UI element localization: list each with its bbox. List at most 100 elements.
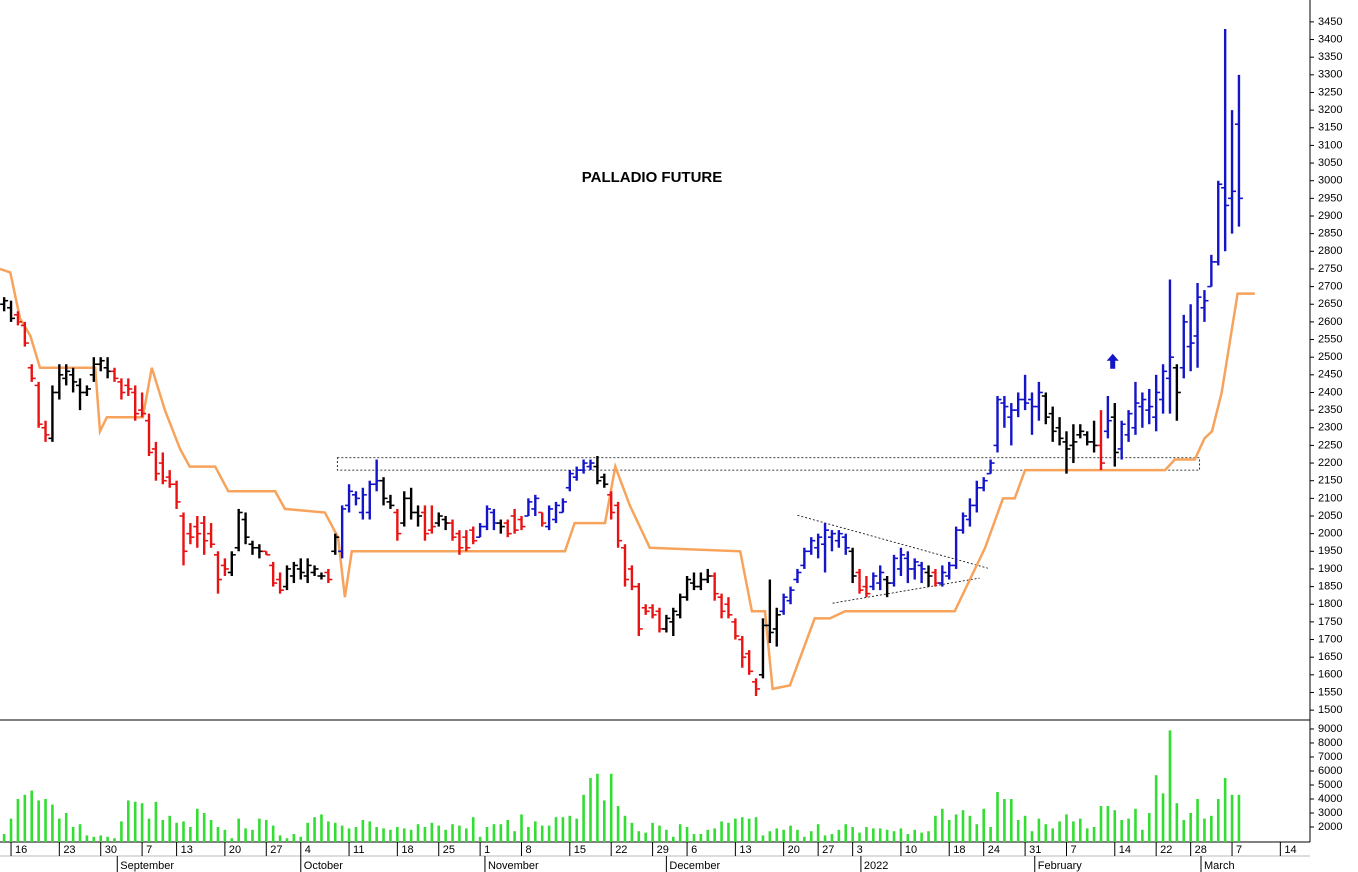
volume-bar bbox=[540, 825, 544, 842]
volume-bar bbox=[1099, 806, 1103, 842]
volume-bar bbox=[547, 825, 551, 842]
volume-bar bbox=[865, 827, 868, 842]
chart-title: PALLADIO FUTURE bbox=[582, 169, 723, 186]
x-tick-label: 18 bbox=[953, 844, 965, 856]
y-tick-label: 2200 bbox=[1318, 457, 1342, 469]
volume-bar bbox=[589, 777, 592, 842]
volume-bar bbox=[30, 790, 34, 842]
x-tick-label: 7 bbox=[1070, 844, 1076, 856]
volume-bar bbox=[471, 817, 475, 842]
volume-bar bbox=[1210, 815, 1213, 842]
volume-bar bbox=[1175, 803, 1179, 842]
y-tick-label: 2900 bbox=[1318, 210, 1342, 222]
volume-bar bbox=[347, 828, 351, 842]
volume-bar bbox=[1154, 775, 1158, 842]
x-tick-label: 20 bbox=[788, 844, 800, 856]
volume-bar bbox=[1010, 798, 1013, 842]
volume-bar bbox=[485, 827, 489, 842]
x-tick-label: 8 bbox=[526, 844, 532, 856]
volume-bar bbox=[1058, 821, 1061, 842]
month-label: September bbox=[120, 860, 174, 872]
volume-bar bbox=[416, 824, 420, 842]
volume-bar bbox=[106, 836, 109, 842]
volume-bar bbox=[78, 824, 82, 842]
volume-bar bbox=[740, 817, 744, 842]
volume-tick-label: 8000 bbox=[1318, 737, 1342, 749]
volume-bar bbox=[340, 825, 344, 842]
volume-bar bbox=[451, 824, 454, 842]
volume-bar bbox=[837, 829, 841, 842]
y-tick-label: 3000 bbox=[1318, 175, 1342, 187]
y-tick-label: 2600 bbox=[1318, 316, 1342, 328]
volume-bar bbox=[368, 821, 372, 842]
volume-bar bbox=[161, 820, 165, 842]
volume-bar bbox=[989, 827, 992, 842]
volume-bar bbox=[927, 831, 930, 842]
volume-bar bbox=[996, 791, 999, 842]
volume-bar bbox=[361, 820, 365, 842]
volume-bar bbox=[292, 834, 296, 842]
volume-bar bbox=[251, 829, 254, 842]
x-tick-label: 31 bbox=[1029, 844, 1041, 856]
volume-bar bbox=[1182, 820, 1186, 842]
y-tick-label: 2400 bbox=[1318, 386, 1342, 398]
volume-tick-label: 2000 bbox=[1318, 821, 1342, 833]
volume-bar bbox=[761, 835, 765, 842]
signal-arrow bbox=[1106, 353, 1119, 369]
volume-bar bbox=[823, 835, 827, 842]
volume-bar bbox=[975, 824, 979, 842]
volume-bar bbox=[216, 827, 220, 842]
volume-bar bbox=[458, 825, 461, 842]
volume-bar bbox=[264, 820, 268, 842]
month-label: February bbox=[1038, 860, 1083, 872]
volume-bar bbox=[209, 820, 213, 842]
volume-bar bbox=[506, 820, 510, 842]
y-tick-label: 2000 bbox=[1318, 528, 1342, 540]
volume-bar bbox=[602, 800, 606, 842]
volume-bar bbox=[527, 827, 530, 842]
volume-bar bbox=[1223, 777, 1227, 842]
x-tick-label: 1 bbox=[484, 844, 490, 856]
month-label: November bbox=[488, 860, 539, 872]
volume-bar bbox=[727, 822, 730, 842]
y-tick-label: 2550 bbox=[1318, 333, 1342, 345]
x-tick-label: 4 bbox=[305, 844, 311, 856]
volume-bar bbox=[513, 831, 516, 842]
volume-bar bbox=[1147, 813, 1151, 842]
volume-bar bbox=[437, 825, 441, 842]
volume-bar bbox=[692, 834, 696, 842]
volume-bar bbox=[478, 836, 482, 842]
x-tick-label: 13 bbox=[739, 844, 751, 856]
volume-bar bbox=[851, 827, 854, 842]
x-tick-label: 15 bbox=[574, 844, 586, 856]
y-tick-label: 1550 bbox=[1318, 686, 1342, 698]
volume-bar bbox=[147, 818, 151, 842]
volume-bar bbox=[92, 836, 96, 842]
volume-bar bbox=[554, 817, 558, 842]
volume-bar bbox=[596, 773, 599, 842]
volume-bar bbox=[1168, 730, 1172, 842]
volume-tick-label: 3000 bbox=[1318, 807, 1342, 819]
volume-bar bbox=[747, 818, 751, 842]
x-tick-label: 7 bbox=[1236, 844, 1242, 856]
volume-bar bbox=[1120, 820, 1123, 842]
volume-bar bbox=[492, 824, 496, 842]
y-tick-label: 2850 bbox=[1318, 228, 1342, 240]
volume-bar bbox=[58, 818, 61, 842]
volume-bar bbox=[327, 821, 330, 842]
volume-bar bbox=[1134, 808, 1137, 842]
x-tick-label: 14 bbox=[1119, 844, 1131, 856]
y-tick-label: 3350 bbox=[1318, 51, 1342, 63]
y-tick-label: 2950 bbox=[1318, 192, 1342, 204]
y-tick-label: 3300 bbox=[1318, 69, 1342, 81]
y-tick-label: 1950 bbox=[1318, 545, 1342, 557]
volume-bar bbox=[872, 828, 875, 842]
volume-bar bbox=[1237, 794, 1241, 842]
volume-bar bbox=[630, 822, 634, 842]
volume-bar bbox=[44, 798, 47, 842]
volume-bar bbox=[651, 822, 654, 842]
y-tick-label: 3450 bbox=[1318, 16, 1342, 28]
volume-bar bbox=[782, 829, 785, 842]
volume-bar bbox=[858, 832, 861, 842]
volume-bar bbox=[809, 831, 813, 842]
